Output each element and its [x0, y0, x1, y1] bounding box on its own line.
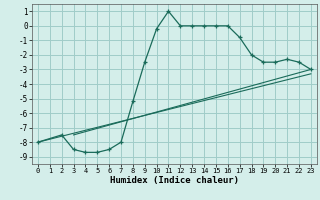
X-axis label: Humidex (Indice chaleur): Humidex (Indice chaleur): [110, 176, 239, 185]
